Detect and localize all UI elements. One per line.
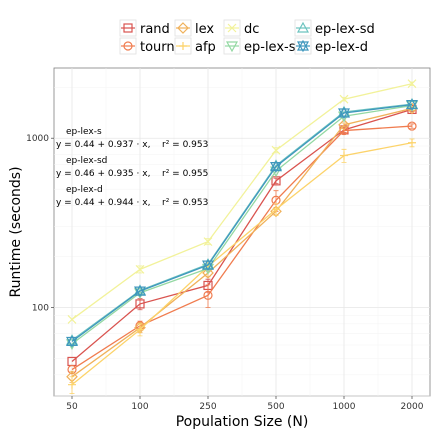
data-point-dc	[135, 264, 145, 274]
data-point-afp	[68, 380, 76, 389]
data-point-rand	[135, 299, 145, 309]
legend: rand tourn lex afp dc ep-lex-s ep-lex-sd ep-lex…	[119, 19, 375, 55]
data-point-afp	[272, 205, 280, 214]
annotation-ep-lex-s: ep-lex-s y = 0.44 + 0.937 · x, r² = 0.953	[56, 127, 208, 150]
series-line-ep-lex-s	[71, 104, 413, 345]
legend-item-ep-lex-s: ep-lex-s	[223, 37, 296, 55]
annotation-r2: r² = 0.953	[162, 140, 208, 150]
legend-label: tourn	[140, 40, 175, 55]
axes: 50 100 250 500 1000 2000 100 1000	[26, 134, 424, 412]
legend-item-ep-lex-d: ep-lex-d	[294, 37, 368, 55]
series-line-afp	[71, 142, 413, 386]
annotation-label: ep-lex-sd	[66, 156, 107, 166]
legend-marker-afp	[179, 42, 187, 50]
error-bar	[273, 177, 279, 184]
legend-label: rand	[140, 22, 170, 37]
data-point-lex	[202, 267, 214, 279]
x-tick-label: 1000	[333, 402, 356, 412]
data-point-dc	[339, 94, 349, 104]
legend-marker-ep-lex-s	[225, 41, 239, 53]
data-point-dc	[407, 79, 417, 89]
series-dc	[67, 79, 417, 324]
data-point-tourn	[203, 290, 213, 300]
error-bar	[409, 123, 415, 129]
annotation-r2: r² = 0.955	[162, 169, 208, 179]
data-point-afp	[408, 138, 416, 147]
legend-item-afp: afp	[174, 37, 216, 55]
series-afp	[68, 138, 416, 394]
legend-label: lex	[195, 22, 214, 37]
legend-item-rand: rand	[119, 19, 170, 37]
data-point-ep-lex-d	[133, 284, 147, 298]
data-point-ep-lex-d	[337, 106, 351, 120]
x-tick-label: 100	[131, 402, 148, 412]
legend-marker-ep-lex-sd	[296, 21, 310, 33]
legend-marker-rand	[123, 23, 133, 33]
annotation-ep-lex-sd: ep-lex-sd y = 0.46 + 0.935 · x, r² = 0.955	[56, 156, 208, 179]
data-point-afp	[136, 325, 144, 334]
legend-item-ep-lex-sd: ep-lex-sd	[294, 19, 375, 37]
annotation-label: ep-lex-s	[66, 127, 102, 137]
data-point-ep-lex-d	[269, 160, 283, 173]
x-axis-title: Population Size (N)	[176, 414, 309, 430]
series-layer	[65, 79, 419, 394]
series-ep-lex-d	[65, 98, 419, 348]
series-line-tourn	[71, 125, 413, 371]
series-line-lex	[71, 107, 413, 378]
data-point-dc	[271, 145, 281, 155]
data-point-afp	[340, 151, 348, 160]
x-tick-label: 2000	[401, 402, 424, 412]
legend-label: ep-lex-s	[244, 40, 296, 55]
series-line-dc	[71, 83, 413, 320]
y-tick-label: 1000	[26, 134, 49, 144]
legend-item-tourn: tourn	[119, 37, 175, 55]
series-line-rand	[71, 108, 413, 362]
series-line-ep-lex-d	[71, 103, 413, 342]
data-point-ep-lex-d	[201, 258, 215, 272]
legend-marker-tourn	[123, 41, 133, 51]
annotation-r2: r² = 0.953	[162, 198, 208, 208]
legend-marker-lex	[177, 22, 189, 34]
data-point-lex	[338, 118, 350, 131]
x-tick-label: 500	[267, 402, 284, 412]
data-point-ep-lex-d	[405, 98, 419, 111]
legend-label: afp	[195, 40, 216, 55]
y-tick-label: 100	[32, 303, 49, 313]
error-bar	[341, 122, 347, 128]
legend-item-dc: dc	[223, 19, 259, 37]
annotation-equation: y = 0.44 + 0.937 · x,	[56, 140, 150, 150]
error-bar	[205, 284, 211, 308]
x-tick-label: 50	[66, 402, 78, 412]
data-point-ep-lex-d	[65, 335, 79, 348]
legend-label: ep-lex-d	[315, 40, 368, 55]
legend-marker-dc	[227, 23, 237, 33]
annotation-equation: y = 0.46 + 0.935 · x,	[56, 169, 150, 179]
annotation-label: ep-lex-d	[66, 185, 103, 195]
data-point-dc	[203, 237, 213, 247]
data-point-dc	[67, 315, 77, 324]
annotation-ep-lex-d: ep-lex-d y = 0.44 + 0.944 · x, r² = 0.953	[56, 185, 208, 208]
x-tick-label: 250	[199, 402, 216, 412]
legend-label: ep-lex-sd	[315, 22, 375, 37]
annotation-equation: y = 0.44 + 0.944 · x,	[56, 198, 150, 208]
legend-item-lex: lex	[174, 19, 214, 37]
data-point-tourn	[407, 121, 417, 131]
legend-label: dc	[244, 22, 259, 37]
y-axis-title: Runtime (seconds)	[8, 166, 24, 297]
regression-annotations: ep-lex-sy = 0.44 + 0.937 · x, r² = 0.953e…	[56, 127, 208, 208]
legend-marker-ep-lex-d	[296, 39, 310, 53]
